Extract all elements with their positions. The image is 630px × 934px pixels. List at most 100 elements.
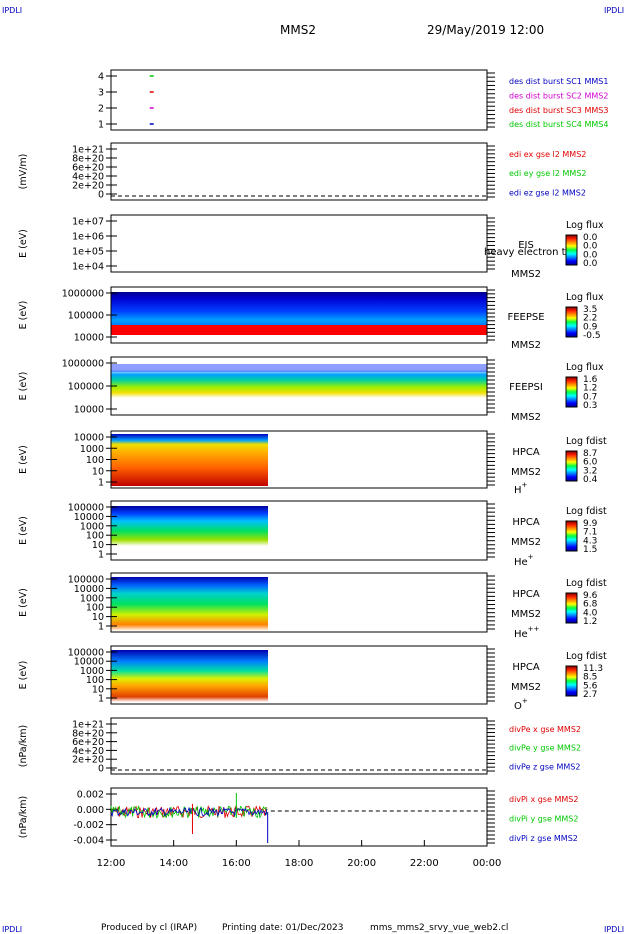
- colorbar: [565, 520, 578, 552]
- colorbar-tick-label: 6.8: [583, 600, 598, 610]
- panel-1: 4 3 2 1 des dist burst SC1 MMS1 des dist burs…: [98, 69, 608, 131]
- instrument-label: HPCA: [512, 662, 540, 673]
- footer-producer: Produced by cl (IRAP): [101, 923, 197, 933]
- y-tick-label: 1000: [80, 444, 104, 455]
- legend-entry: edi ez gse l2 MMS2: [509, 188, 586, 197]
- colorbar-tick-label: 9.9: [583, 519, 598, 529]
- overlay-text: heavy electron to: [484, 247, 572, 258]
- y-tick-label: 10000: [74, 433, 104, 444]
- species-label: H+: [514, 481, 528, 496]
- x-tick-label: 12:00: [97, 858, 126, 869]
- colorbar-title: Log fdist: [566, 578, 607, 589]
- y-tick-label: 2e+20: [72, 181, 104, 192]
- colorbar-tick-label: 0.7: [583, 392, 597, 402]
- colorbar-title: Log fdist: [566, 436, 607, 447]
- y-tick-label: 1000: [80, 666, 104, 677]
- x-tick-label: 00:00: [473, 858, 502, 869]
- colorbar-tick-label: 8.7: [583, 449, 597, 459]
- colorbar-tick-label: 0.0: [583, 242, 598, 252]
- y-tick-label: 1e+05: [72, 247, 104, 258]
- y-tick-label: 1: [98, 120, 104, 131]
- colorbar-tick-label: 1.2: [583, 617, 597, 627]
- date-title: 29/May/2019 12:00: [427, 23, 544, 37]
- hpca-he-spectrogram: [111, 506, 268, 556]
- y-tick-label: 100: [86, 675, 104, 686]
- y-tick-label: 0: [98, 190, 104, 201]
- instrument-label: HPCA: [512, 589, 540, 600]
- y-tick-label: 1: [98, 478, 104, 489]
- corner-label-bottom-right: IPDLI: [604, 925, 624, 934]
- mission-label: MMS2: [511, 340, 541, 351]
- y-tick-label: 1000000: [62, 289, 104, 300]
- feepsi-spectrogram: [111, 362, 487, 398]
- y-tick-label: 100000: [68, 575, 104, 586]
- species-label: He+: [514, 553, 534, 568]
- legend-entry: des dist burst SC3 MMS3: [509, 106, 608, 115]
- y-axis-label: (mV/m): [18, 154, 29, 190]
- colorbar-tick-label: 1.2: [583, 384, 597, 394]
- y-tick-label: 1e+04: [72, 262, 104, 273]
- colorbar-tick-label: 6.0: [583, 458, 598, 468]
- species-charge: +: [528, 553, 534, 561]
- colorbar-tick-label: 2.2: [583, 314, 597, 324]
- legend-entry: divPi z gse MMS2: [509, 834, 578, 843]
- y-tick-label: 1e+07: [72, 217, 104, 228]
- panel-4: 1000000 100000 10000 E (eV) FEEPSE MMS2 Log fl…: [18, 286, 604, 351]
- hpca-h-spectrogram: [111, 434, 268, 486]
- y-axis-label: E (eV): [18, 445, 29, 474]
- colorbar-tick-label: 7.1: [583, 528, 597, 538]
- y-tick-label: -0.002: [73, 820, 104, 831]
- y-tick-label: -0.004: [73, 836, 104, 847]
- colorbar-tick-label: 0.4: [583, 475, 598, 485]
- divpi-series-2: [110, 806, 268, 818]
- legend-entry: divPi y gse MMS2: [509, 815, 578, 824]
- y-tick-label: 1e+21: [72, 720, 104, 731]
- y-tick-label: 100000: [68, 311, 104, 322]
- instrument-label: HPCA: [512, 517, 540, 528]
- y-tick-label: 100: [86, 455, 104, 466]
- colorbar-title: Log flux: [566, 220, 604, 231]
- mission-label: MMS2: [511, 412, 541, 423]
- mission-title: MMS2: [280, 23, 316, 37]
- panel-frame: [110, 69, 488, 131]
- colorbar-title: Log fdist: [566, 651, 607, 662]
- y-axis-label: E (eV): [18, 516, 29, 545]
- y-tick-label: 10000: [74, 584, 104, 595]
- legend-entry: des dist burst SC2 MMS2: [509, 91, 608, 100]
- y-tick-label: 8e+20: [72, 728, 104, 739]
- y-tick-label: 8e+20: [72, 154, 104, 165]
- y-tick-label: 100000: [68, 503, 104, 514]
- legend-entry: divPe y gse MMS2: [509, 744, 581, 753]
- colorbar-tick-label: 4.3: [583, 536, 597, 546]
- y-tick-label: 10000: [74, 657, 104, 668]
- panel-frame: [110, 717, 488, 775]
- colorbar-title: Log flux: [566, 362, 604, 373]
- y-tick-label: 0.000: [77, 805, 104, 816]
- y-tick-label: 1000000: [62, 359, 104, 370]
- instrument-label: FEEPSI: [509, 382, 543, 393]
- x-tick-label: 16:00: [222, 858, 251, 869]
- y-tick-label: 100: [86, 531, 104, 542]
- y-tick-label: 10000: [74, 512, 104, 523]
- y-axis-label: E (eV): [18, 661, 29, 690]
- legend-entry: divPe z gse MMS2: [509, 762, 580, 771]
- species-charge: ++: [528, 625, 540, 633]
- y-tick-label: 1000: [80, 521, 104, 532]
- colorbar: [565, 665, 578, 697]
- colorbar-tick-label: 4.0: [583, 608, 598, 618]
- colorbar-tick-label: 11.3: [583, 664, 603, 674]
- y-tick-label: 6e+20: [72, 163, 104, 174]
- colorbar: [565, 234, 578, 266]
- footer-filename: mms_mms2_srvy_vue_web2.cl: [370, 923, 508, 933]
- y-tick-label: 1: [98, 694, 104, 705]
- mission-label: MMS2: [511, 537, 541, 548]
- species-charge: +: [522, 697, 528, 705]
- mission-label: MMS2: [511, 467, 541, 478]
- corner-label-top-right: IPDLI: [604, 6, 624, 15]
- y-tick-label: 2e+20: [72, 755, 104, 766]
- y-tick-label: 0: [98, 764, 104, 775]
